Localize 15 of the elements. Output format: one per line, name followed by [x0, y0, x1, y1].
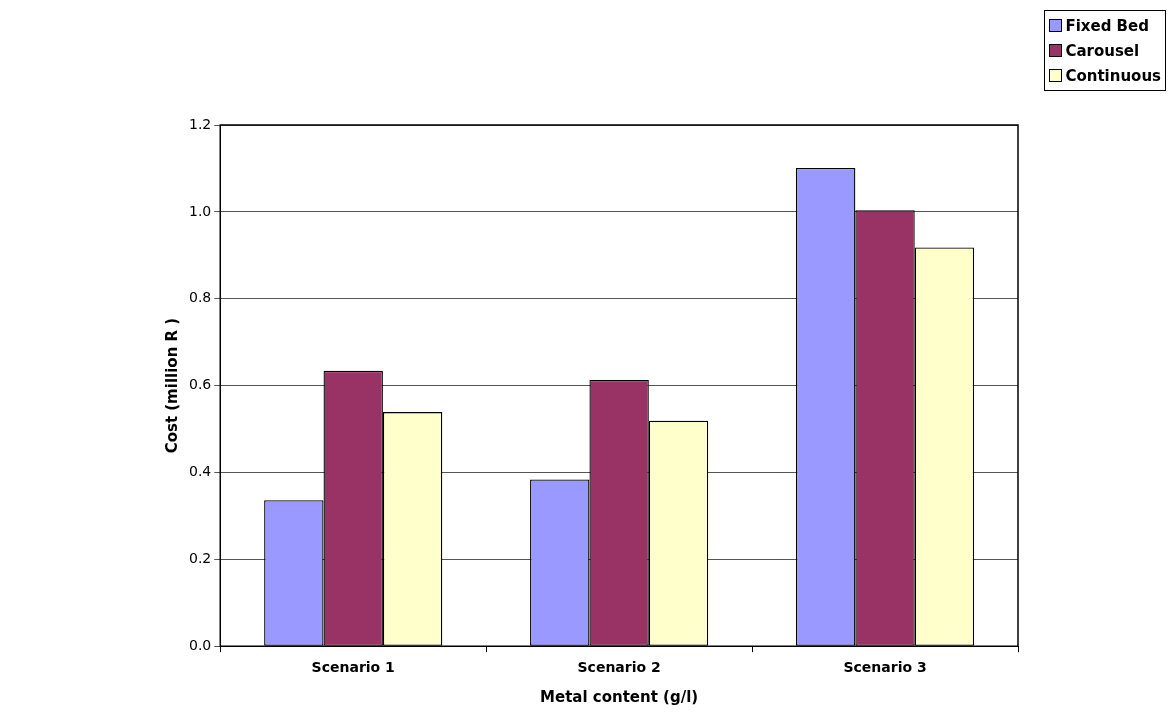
y-tick-label: 0.4	[189, 463, 212, 480]
y-axis-title: Cost (million R )	[162, 317, 181, 454]
legend-label: Fixed Bed	[1065, 16, 1149, 35]
y-tick-label: 0.6	[189, 376, 212, 393]
y-tick-label: 0.2	[189, 549, 212, 566]
y-tick-label: 0.0	[189, 636, 212, 653]
y-tick-label: 0.8	[189, 289, 212, 306]
y-tick-label: 1.0	[189, 202, 212, 219]
legend-label: Carousel	[1065, 41, 1140, 60]
x-axis-title: Metal content (g/l)	[540, 687, 699, 706]
x-tick-label: Scenario 1	[311, 659, 395, 676]
legend-label: Continuous	[1065, 66, 1161, 85]
x-tick-label: Scenario 2	[577, 659, 661, 676]
y-tick-label: 1.2	[189, 115, 212, 132]
x-tick-label: Scenario 3	[843, 659, 927, 676]
